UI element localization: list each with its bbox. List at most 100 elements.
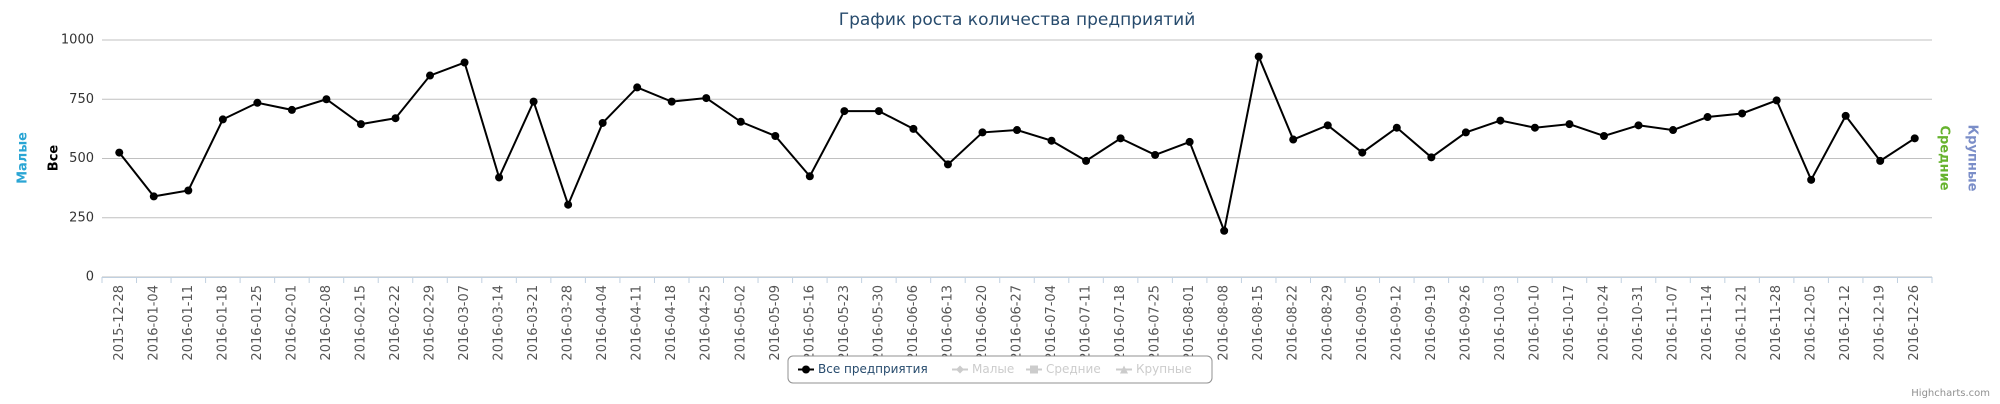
y-tick-label: 0 <box>86 270 94 285</box>
data-point <box>1772 96 1781 105</box>
x-tick-label: 2016-01-11 <box>181 285 196 361</box>
x-tick-label: 2016-05-30 <box>871 285 886 361</box>
x-tick-label: 2016-12-19 <box>1873 285 1888 361</box>
x-tick-label: 2016-07-11 <box>1079 285 1094 361</box>
legend-item[interactable]: Крупные <box>1116 362 1192 376</box>
data-point <box>1220 226 1229 235</box>
x-tick-label: 2016-08-01 <box>1182 285 1197 361</box>
x-tick-label: 2016-01-25 <box>250 285 265 361</box>
x-tick-label: 2016-04-25 <box>699 285 714 361</box>
data-point <box>287 105 296 114</box>
x-tick-label: 2016-04-18 <box>664 285 679 361</box>
x-tick-label: 2016-08-22 <box>1286 285 1301 361</box>
data-point <box>1082 156 1091 165</box>
data-point <box>1185 137 1194 146</box>
data-point <box>1703 113 1712 122</box>
y-tick-label: 750 <box>69 92 94 107</box>
data-point <box>1634 121 1643 130</box>
data-point <box>356 120 365 129</box>
x-tick-label: 2016-04-11 <box>630 285 645 361</box>
legend-symbol <box>1120 365 1128 374</box>
data-point <box>1392 123 1401 132</box>
x-tick-label: 2016-03-14 <box>492 285 507 361</box>
x-tick-label: 2016-03-28 <box>561 285 576 361</box>
x-tick-label: 2016-01-18 <box>215 285 230 361</box>
data-point <box>115 148 124 157</box>
data-point <box>1047 136 1056 145</box>
x-tick-label: 2016-07-04 <box>1044 285 1059 361</box>
legend-item[interactable]: Все предприятия <box>798 362 928 376</box>
data-point <box>1116 134 1125 143</box>
x-tick-label: 2016-10-10 <box>1527 285 1542 361</box>
x-tick-label: 2016-10-17 <box>1562 285 1577 361</box>
data-point <box>1496 116 1505 125</box>
x-tick-label: 2016-05-02 <box>733 285 748 361</box>
data-point <box>633 83 642 92</box>
data-point <box>1289 135 1298 144</box>
x-tick-label: 2016-07-25 <box>1148 285 1163 361</box>
data-point <box>771 131 780 140</box>
x-tick-label: 2016-08-08 <box>1217 285 1232 361</box>
y-tick-label: 1000 <box>61 33 94 48</box>
y-axis-title: Все <box>47 145 62 172</box>
x-tick-label: 2016-08-29 <box>1320 285 1335 361</box>
legend-box <box>787 355 1213 384</box>
x-tick-label: 2016-12-05 <box>1804 285 1819 361</box>
x-tick-label: 2016-12-26 <box>1907 285 1922 361</box>
data-point <box>1738 109 1747 118</box>
x-tick-label: 2016-10-03 <box>1493 285 1508 361</box>
x-tick-label: 2016-11-14 <box>1700 285 1715 361</box>
data-point <box>943 160 952 169</box>
data-point <box>1461 128 1470 137</box>
data-point <box>218 115 227 124</box>
legend-label[interactable]: Средние <box>1046 362 1101 376</box>
legend-label[interactable]: Все предприятия <box>818 362 928 376</box>
x-tick-label: 2016-11-21 <box>1735 285 1750 361</box>
x-tick-label: 2016-02-29 <box>423 285 438 361</box>
credits[interactable]: Highcharts.com <box>1911 388 1990 399</box>
data-point <box>184 186 193 195</box>
data-point <box>1599 131 1608 140</box>
data-point <box>667 97 676 106</box>
data-point <box>1254 52 1263 61</box>
data-point <box>529 97 538 106</box>
data-point <box>702 94 711 103</box>
x-tick-label: 2015-12-28 <box>112 285 127 361</box>
x-tick-label: 2016-09-12 <box>1389 285 1404 361</box>
x-tick-label: 2016-09-26 <box>1458 285 1473 361</box>
x-tick-label: 2016-03-07 <box>457 285 472 361</box>
legend: Все предприятия Малые Средние Крупные <box>787 355 1213 384</box>
x-tick-label: 2016-02-15 <box>353 285 368 361</box>
data-point <box>874 107 883 116</box>
x-tick-label: 2016-03-21 <box>526 285 541 361</box>
series-line <box>118 53 1916 235</box>
data-point <box>495 173 504 182</box>
legend-item[interactable]: Малые <box>952 362 1014 376</box>
x-tick-label: 2016-06-20 <box>975 285 990 361</box>
x-tick-label: 2016-10-24 <box>1596 285 1611 361</box>
x-tick-label: 2016-12-12 <box>1838 285 1853 361</box>
data-point <box>1841 111 1850 120</box>
legend-symbol <box>956 365 964 374</box>
data-point <box>1910 134 1919 143</box>
legend-label[interactable]: Крупные <box>1136 362 1192 376</box>
legend-symbol <box>1030 365 1038 374</box>
data-point <box>805 172 814 181</box>
x-tick-label: 2016-07-18 <box>1113 285 1128 361</box>
data-point <box>149 192 158 201</box>
legend-item[interactable]: Средние <box>1026 362 1101 376</box>
y-tick-label: 500 <box>69 151 94 166</box>
x-tick-label: 2016-04-04 <box>595 285 610 361</box>
x-tick-label: 2016-05-09 <box>768 285 783 361</box>
legend-label[interactable]: Малые <box>972 362 1014 376</box>
data-point <box>1151 150 1160 159</box>
x-tick-label: 2016-01-04 <box>146 285 161 361</box>
data-point <box>598 118 607 127</box>
x-tick-label: 2016-02-01 <box>284 285 299 361</box>
x-tick-label: 2016-11-07 <box>1666 285 1681 361</box>
x-tick-label: 2016-05-23 <box>837 285 852 361</box>
data-point <box>1807 175 1816 184</box>
y-axis-title: Средние <box>1937 125 1952 190</box>
x-tick-label: 2016-02-22 <box>388 285 403 361</box>
